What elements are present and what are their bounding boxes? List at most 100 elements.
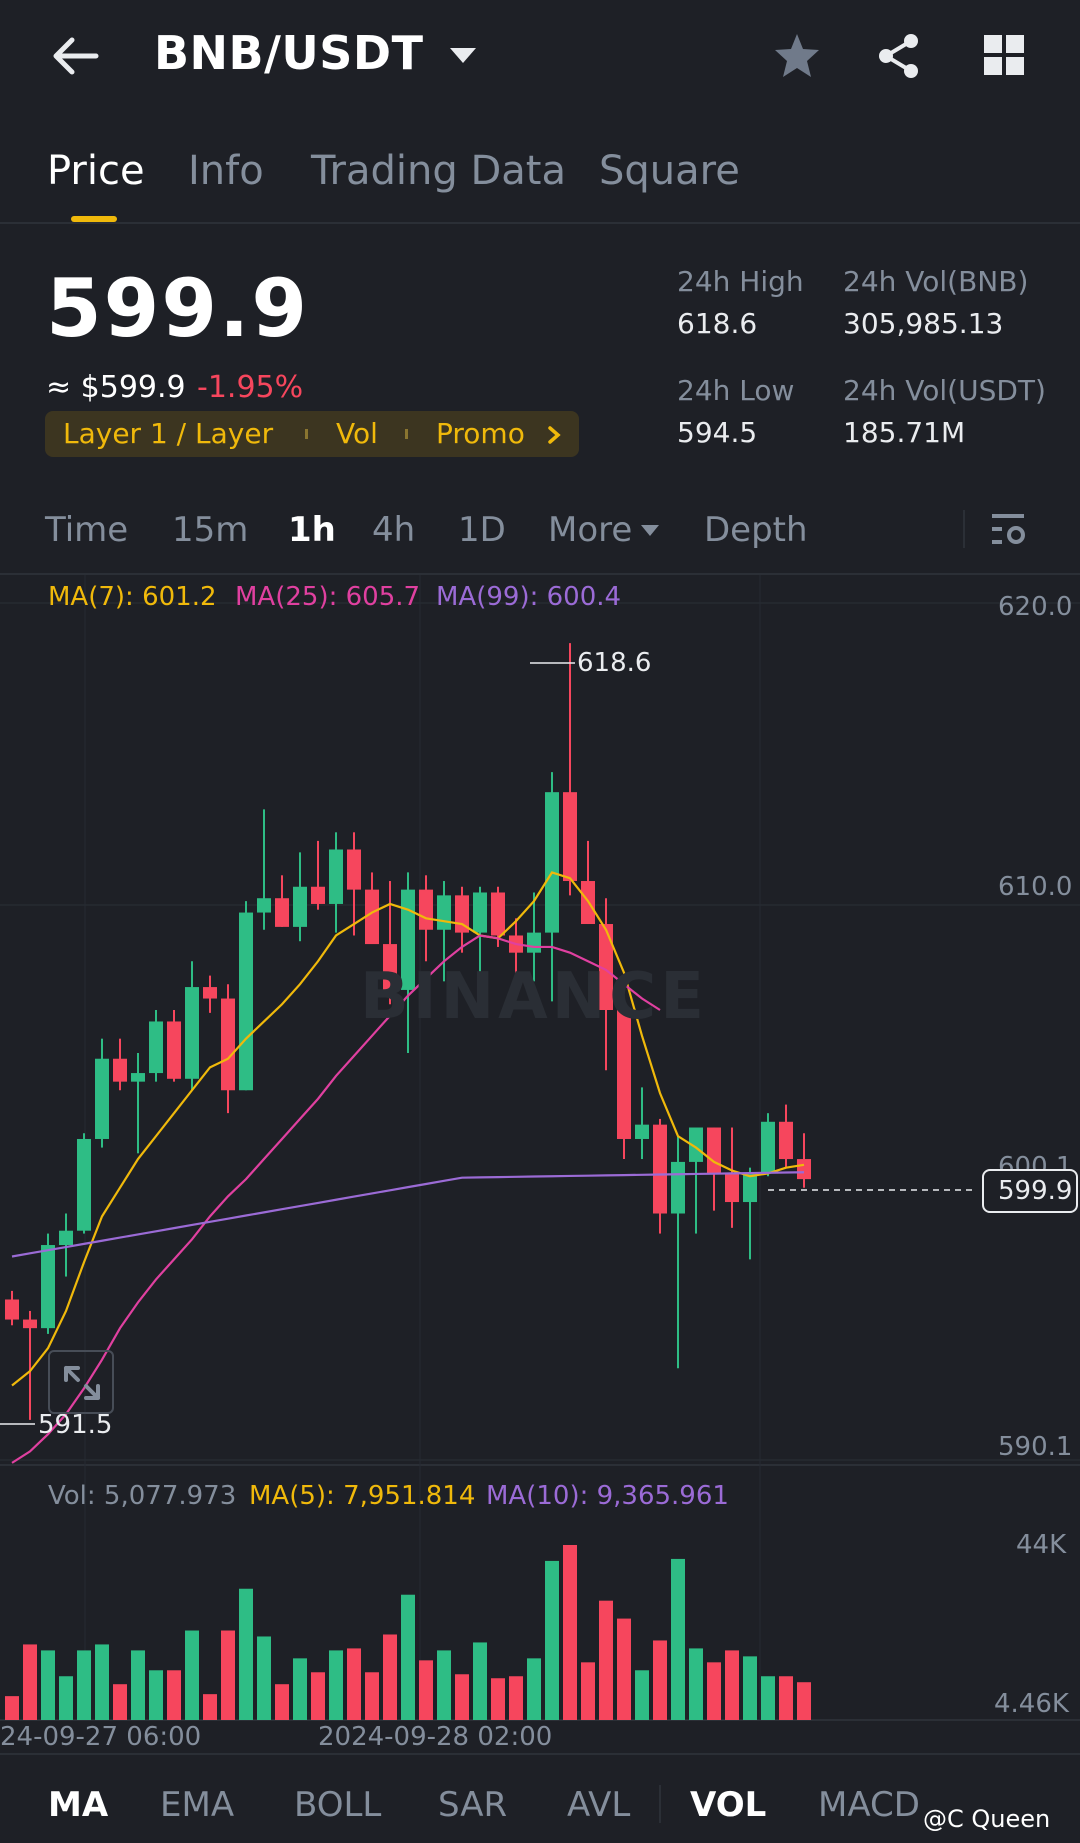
candle [221,998,235,1091]
candle [671,1161,685,1214]
y-axis-label-mid: 610.0 [998,872,1073,902]
price-usd-approx: ≈ $599.9 [46,370,186,405]
tab-info[interactable]: Info [188,148,264,194]
indicator-avl[interactable]: AVL [567,1785,631,1825]
tag-strip[interactable]: Layer 1 / Layer Vol Promo [45,411,579,457]
user-watermark: @C Queen [923,1805,1051,1833]
current-price-tag: 599.9 [982,1169,1078,1213]
volume-bar [77,1650,91,1720]
volume-bar [743,1656,757,1720]
candle [563,792,577,882]
volume-bar [293,1658,307,1720]
stat-vol-usdt-value: 185.71M [843,416,966,449]
candle [779,1121,793,1160]
dropdown-caret-icon[interactable] [448,46,478,66]
candle [203,987,217,999]
indicator-macd[interactable]: MACD [818,1785,920,1825]
candle [707,1127,721,1174]
volume-bar [563,1545,577,1720]
interval-1d[interactable]: 1D [458,510,506,550]
candle [239,912,253,1091]
candle [653,1124,667,1214]
candle [149,1021,163,1074]
price-chart[interactable] [0,575,1080,1755]
grid-icon[interactable] [983,34,1025,76]
interval-time[interactable]: Time [45,510,129,550]
volume-bar [761,1676,775,1720]
more-caret-icon[interactable] [640,524,660,538]
candle [743,1173,757,1203]
candle [419,889,433,930]
interval-4h[interactable]: 4h [372,510,416,550]
indicator-sar[interactable]: SAR [438,1785,508,1825]
tag-promo[interactable]: Promo [436,417,525,450]
candle [365,889,379,945]
interval-depth[interactable]: Depth [704,510,808,550]
candle [329,849,343,904]
tag-layer[interactable]: Layer 1 / Layer [63,417,274,450]
candle [527,932,541,953]
x-axis-label-2: 2024-09-28 02:00 [318,1722,553,1752]
volume-bar [599,1600,613,1720]
watermark: BINANCE [360,960,708,1034]
chart-settings-icon[interactable] [990,510,1028,550]
stat-vol-bnb-value: 305,985.13 [843,307,1004,340]
volume-bar [473,1642,487,1720]
vol-legend-ma10: MA(10): 9,365.961 [486,1481,729,1511]
candle [311,886,325,904]
volume-bar [437,1650,451,1720]
y-axis-label-low: 590.1 [998,1432,1073,1462]
interval-15m[interactable]: 15m [172,510,249,550]
interval-1h[interactable]: 1h [288,510,336,550]
volume-bar [383,1634,397,1720]
volume-bar [725,1650,739,1720]
candle [95,1058,109,1139]
volume-bar [347,1648,361,1720]
x-axis-label-1: 24-09-27 06:00 [0,1722,202,1752]
candle [131,1073,145,1082]
volume-bar [635,1670,649,1720]
candle [797,1159,811,1180]
tab-trading-data[interactable]: Trading Data [311,148,566,194]
candle [635,1124,649,1139]
indicator-vol[interactable]: VOL [690,1785,767,1825]
volume-bar [365,1672,379,1720]
stat-low-value: 594.5 [677,416,758,449]
stat-high-label: 24h High [677,265,804,298]
tag-vol[interactable]: Vol [336,417,378,450]
volume-bar [527,1658,541,1720]
candle [23,1319,37,1329]
vol-axis-top: 44K [1016,1530,1067,1560]
volume-bar [419,1660,433,1720]
volume-bar [311,1672,325,1720]
indicator-ma[interactable]: MA [48,1785,109,1825]
tab-price[interactable]: Price [47,148,145,194]
volume-bar [707,1662,721,1720]
candle [113,1058,127,1082]
volume-bar [509,1676,523,1720]
indicator-boll[interactable]: BOLL [294,1785,382,1825]
tag-separator [305,429,308,439]
expand-icon [62,1364,102,1402]
volume-bar [59,1676,73,1720]
share-icon[interactable] [875,32,923,80]
candle [347,849,361,890]
back-arrow-icon[interactable] [50,36,100,76]
stat-vol-bnb-label: 24h Vol(BNB) [843,265,1029,298]
last-price: 599.9 [46,262,310,355]
candle [257,898,271,913]
y-axis-label-top: 620.0 [998,592,1073,622]
candle [77,1138,91,1231]
volume-bar [455,1674,469,1720]
indicator-ema[interactable]: EMA [160,1785,235,1825]
star-icon[interactable] [772,32,822,80]
pair-title[interactable]: BNB/USDT [154,26,424,80]
volume-bar [689,1648,703,1720]
candle [401,889,415,990]
fullscreen-button[interactable] [48,1350,114,1414]
chart-divider [0,573,1080,575]
interval-more[interactable]: More [548,510,633,550]
candle [167,1021,181,1079]
volume-bar [671,1558,685,1720]
tab-square[interactable]: Square [599,148,740,194]
